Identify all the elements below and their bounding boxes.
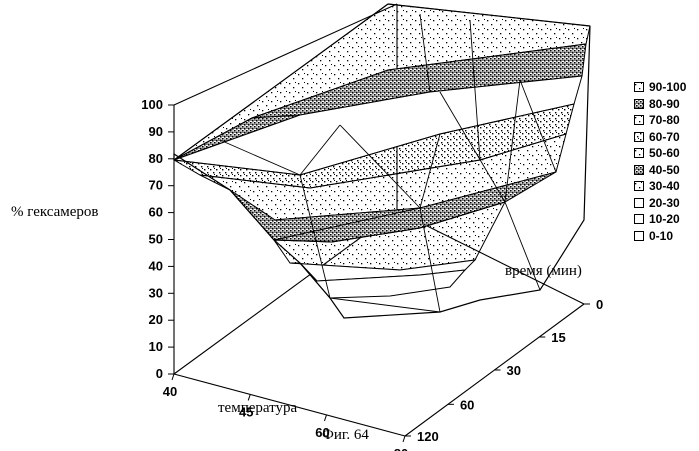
- legend-swatch: [634, 198, 644, 208]
- surface-chart: 0102030405060708090100 40456080 01530601…: [0, 0, 699, 451]
- legend-swatch: [634, 181, 644, 191]
- legend-label: 20-30: [649, 196, 680, 210]
- legend-label: 90-100: [649, 80, 686, 94]
- legend-swatch: [634, 115, 644, 125]
- temperature-tick-label: 40: [163, 384, 177, 399]
- legend-swatch: [634, 214, 644, 224]
- temperature-tick-mark: [324, 415, 326, 421]
- z-tick-label: 70: [149, 178, 163, 193]
- surface-bands: [174, 4, 590, 298]
- temperature-tick-mark: [172, 374, 174, 380]
- z-tick-label: 90: [149, 124, 163, 139]
- z-tick-label: 20: [149, 312, 163, 327]
- temperature-tick-mark: [403, 436, 405, 442]
- legend-label: 30-40: [649, 179, 680, 193]
- z-tick-label: 10: [149, 339, 163, 354]
- legend-label: 40-50: [649, 163, 680, 177]
- legend-swatch: [634, 148, 644, 158]
- time-tick-label: 60: [460, 397, 474, 412]
- legend-label: 70-80: [649, 113, 680, 127]
- time-axis-label: время (мин): [505, 263, 582, 280]
- z-tick-label: 100: [141, 97, 163, 112]
- z-tick-label: 40: [149, 258, 163, 273]
- time-tick-label: 15: [551, 330, 565, 345]
- time-tick-label: 120: [417, 429, 439, 444]
- z-axis-label: % гексамеров: [11, 204, 99, 221]
- legend-label: 10-20: [649, 212, 680, 226]
- legend-swatch: [634, 132, 644, 142]
- time-axis-ticks: 0 15 30 60 120: [405, 297, 603, 444]
- figure-caption: Фиг. 64: [322, 427, 369, 444]
- z-tick-label: 50: [149, 232, 163, 247]
- legend-swatch: [634, 99, 644, 109]
- z-tick-label: 80: [149, 151, 163, 166]
- time-tick-label: 30: [507, 363, 521, 378]
- legend-swatch: [634, 165, 644, 175]
- legend-label: 60-70: [649, 130, 680, 144]
- z-tick-label: 60: [149, 205, 163, 220]
- temperature-axis-label: температура: [218, 400, 297, 417]
- legend-swatch: [634, 82, 644, 92]
- legend-swatch: [634, 231, 644, 241]
- legend-label: 50-60: [649, 146, 680, 160]
- temperature-tick-label: 80: [394, 446, 408, 451]
- legend-label: 0-10: [649, 229, 673, 243]
- legend-label: 80-90: [649, 97, 680, 111]
- z-tick-label: 0: [156, 366, 163, 381]
- z-axis-ticks: 0 10 20 30 40 50 60 70 80 90 100: [141, 97, 174, 381]
- time-tick-label: 0: [596, 297, 603, 312]
- z-tick-label: 30: [149, 285, 163, 300]
